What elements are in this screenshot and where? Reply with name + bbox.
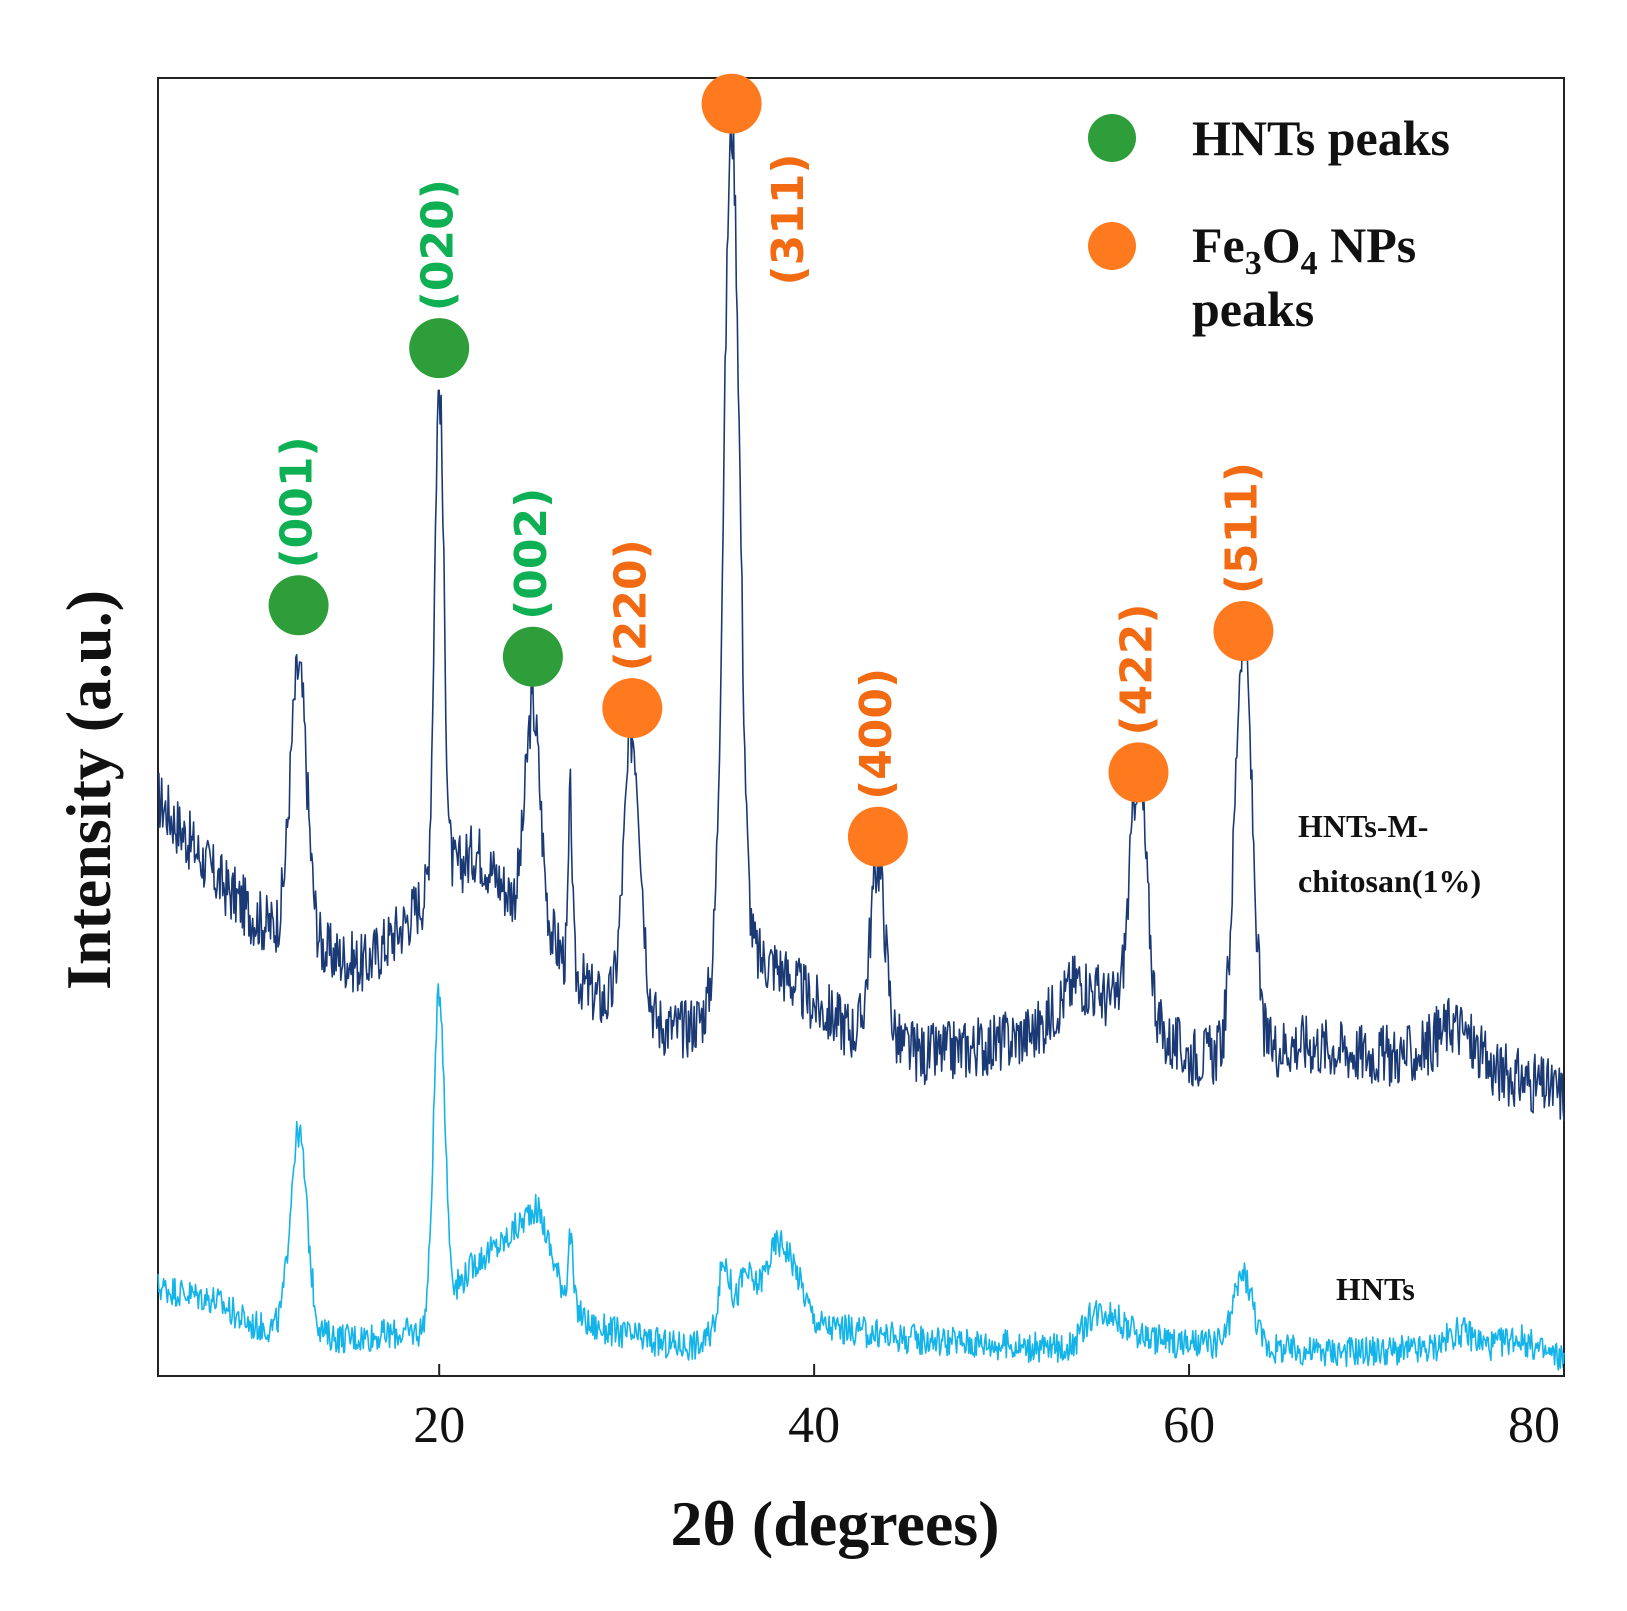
peak-label-220: (220) bbox=[605, 539, 656, 671]
series-line-hnts-m-chitosan bbox=[157, 116, 1565, 1122]
series-label-composite-line1: HNTs-M- bbox=[1298, 808, 1428, 844]
x-axis-label: 2θ (degrees) bbox=[671, 1488, 1000, 1559]
legend-hnts-marker bbox=[1088, 114, 1136, 162]
series-layer bbox=[157, 116, 1565, 1371]
x-tick-label-80: 80 bbox=[1508, 1397, 1560, 1454]
peak-label-020: (020) bbox=[412, 179, 463, 311]
legend-fe3o4-label-line2: peaks bbox=[1192, 281, 1314, 337]
legend-fe3o4-label: Fe3O4 NPs bbox=[1192, 217, 1416, 282]
peak-marker-311 bbox=[701, 73, 762, 134]
series-label-composite-line2: chitosan(1%) bbox=[1298, 863, 1481, 899]
legend: HNTs peaks Fe3O4 NPs peaks bbox=[1088, 110, 1450, 337]
legend-hnts-label: HNTs peaks bbox=[1192, 110, 1450, 166]
peak-marker-511 bbox=[1213, 601, 1274, 661]
peak-markers: (001) (020) (002) (220) (311) (400) (422) (511) bbox=[268, 73, 1274, 867]
peak-label-002: (002) bbox=[506, 488, 557, 620]
peak-label-311: (311) bbox=[763, 153, 814, 285]
peak-marker-020 bbox=[409, 318, 470, 379]
x-axis-ticks: 20 40 60 80 bbox=[413, 1364, 1565, 1454]
plot-frame bbox=[157, 77, 1565, 1377]
x-tick-label-20: 20 bbox=[413, 1397, 465, 1454]
x-tick-label-60: 60 bbox=[1163, 1397, 1215, 1454]
peak-marker-220 bbox=[602, 678, 663, 739]
peak-marker-422 bbox=[1108, 742, 1169, 803]
peak-marker-001 bbox=[268, 575, 329, 636]
peak-marker-002 bbox=[502, 626, 563, 687]
legend-fe3o4-marker bbox=[1088, 222, 1136, 270]
series-line-hnts bbox=[157, 983, 1565, 1371]
peak-label-400: (400) bbox=[851, 668, 902, 800]
peak-marker-400 bbox=[847, 806, 908, 867]
x-tick-label-40: 40 bbox=[788, 1397, 840, 1454]
peak-label-422: (422) bbox=[1112, 604, 1163, 736]
series-label-hnts: HNTs bbox=[1336, 1271, 1415, 1307]
peak-label-001: (001) bbox=[272, 436, 323, 568]
peak-label-511: (511) bbox=[1217, 462, 1268, 594]
y-axis-label: Intensity (a.u.) bbox=[53, 590, 124, 990]
